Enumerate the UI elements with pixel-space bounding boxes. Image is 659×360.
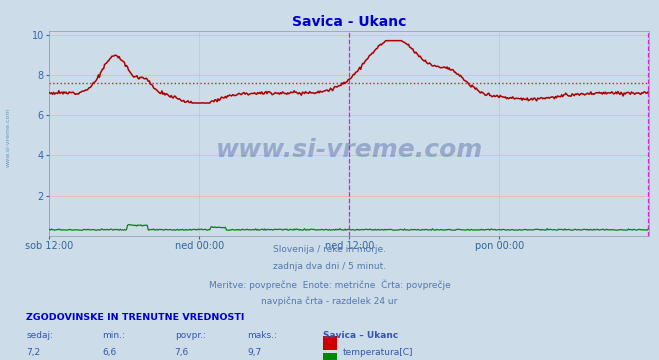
Text: ZGODOVINSKE IN TRENUTNE VREDNOSTI: ZGODOVINSKE IN TRENUTNE VREDNOSTI (26, 313, 244, 322)
Text: 7,2: 7,2 (26, 348, 40, 357)
Text: sedaj:: sedaj: (26, 331, 53, 340)
Text: www.si-vreme.com: www.si-vreme.com (5, 107, 11, 167)
Text: navpična črta - razdelek 24 ur: navpična črta - razdelek 24 ur (262, 297, 397, 306)
Text: maks.:: maks.: (247, 331, 277, 340)
Text: min.:: min.: (102, 331, 125, 340)
Text: 7,6: 7,6 (175, 348, 189, 357)
Text: Savica – Ukanc: Savica – Ukanc (323, 331, 398, 340)
Text: povpr.:: povpr.: (175, 331, 206, 340)
Text: zadnja dva dni / 5 minut.: zadnja dva dni / 5 minut. (273, 262, 386, 271)
Text: Slovenija / reke in morje.: Slovenija / reke in morje. (273, 245, 386, 254)
Text: Meritve: povprečne  Enote: metrične  Črta: povprečje: Meritve: povprečne Enote: metrične Črta:… (209, 279, 450, 290)
Text: 6,6: 6,6 (102, 348, 117, 357)
Text: 9,7: 9,7 (247, 348, 262, 357)
Title: Savica - Ukanc: Savica - Ukanc (292, 15, 407, 30)
Text: www.si-vreme.com: www.si-vreme.com (215, 138, 483, 162)
Text: temperatura[C]: temperatura[C] (343, 348, 413, 357)
